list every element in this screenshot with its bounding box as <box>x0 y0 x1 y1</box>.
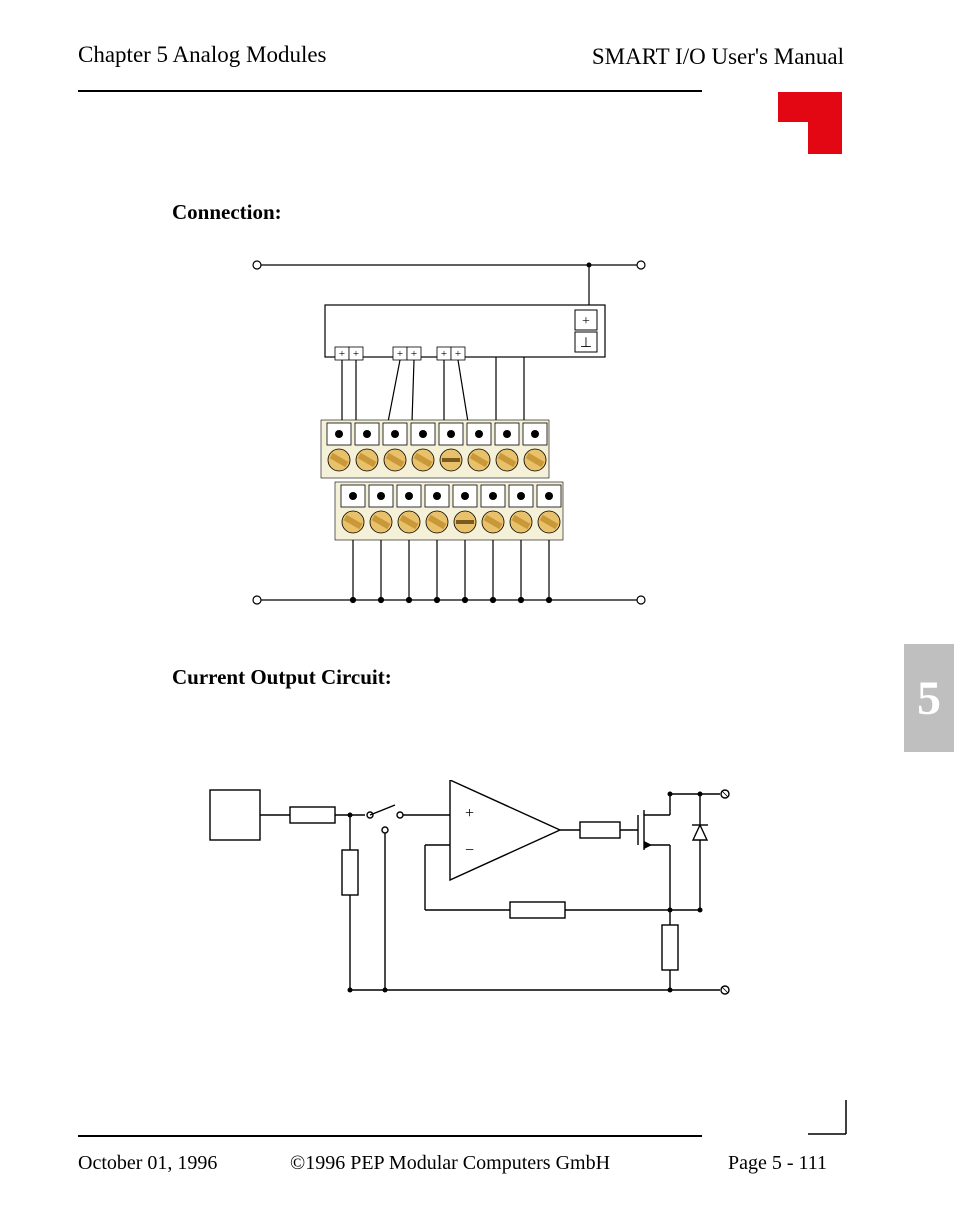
chapter-tab-number: 5 <box>917 671 941 726</box>
chapter-tab: 5 <box>904 644 954 752</box>
svg-text:+: + <box>353 348 359 360</box>
current-output-circuit-diagram: + − <box>200 780 760 1020</box>
header-rule <box>78 90 702 92</box>
circuit-heading: Current Output Circuit: <box>172 665 392 690</box>
svg-text:⊥: ⊥ <box>580 336 592 351</box>
footer-rule <box>78 1135 702 1137</box>
brand-logo-icon <box>778 92 842 154</box>
connection-heading: Connection: <box>172 200 282 225</box>
header-manual-title: SMART I/O User's Manual <box>592 44 844 70</box>
footer-page-number: Page 5 - 111 <box>728 1152 827 1175</box>
svg-text:+: + <box>455 348 461 360</box>
footer-date: October 01, 1996 <box>78 1152 217 1175</box>
svg-text:+: + <box>339 348 345 360</box>
header-chapter: Chapter 5 Analog Modules <box>78 42 327 68</box>
svg-text:+: + <box>465 805 474 822</box>
svg-text:+: + <box>582 314 590 329</box>
connection-diagram: + ⊥ + + + + + + <box>245 250 665 620</box>
svg-text:+: + <box>397 348 403 360</box>
footer-copyright: ©1996 PEP Modular Computers GmbH <box>290 1152 610 1175</box>
page: Chapter 5 Analog Modules SMART I/O User'… <box>0 0 954 1216</box>
crop-mark-icon <box>808 1100 848 1136</box>
svg-text:+: + <box>441 348 447 360</box>
svg-text:−: − <box>465 842 474 859</box>
svg-text:+: + <box>411 348 417 360</box>
